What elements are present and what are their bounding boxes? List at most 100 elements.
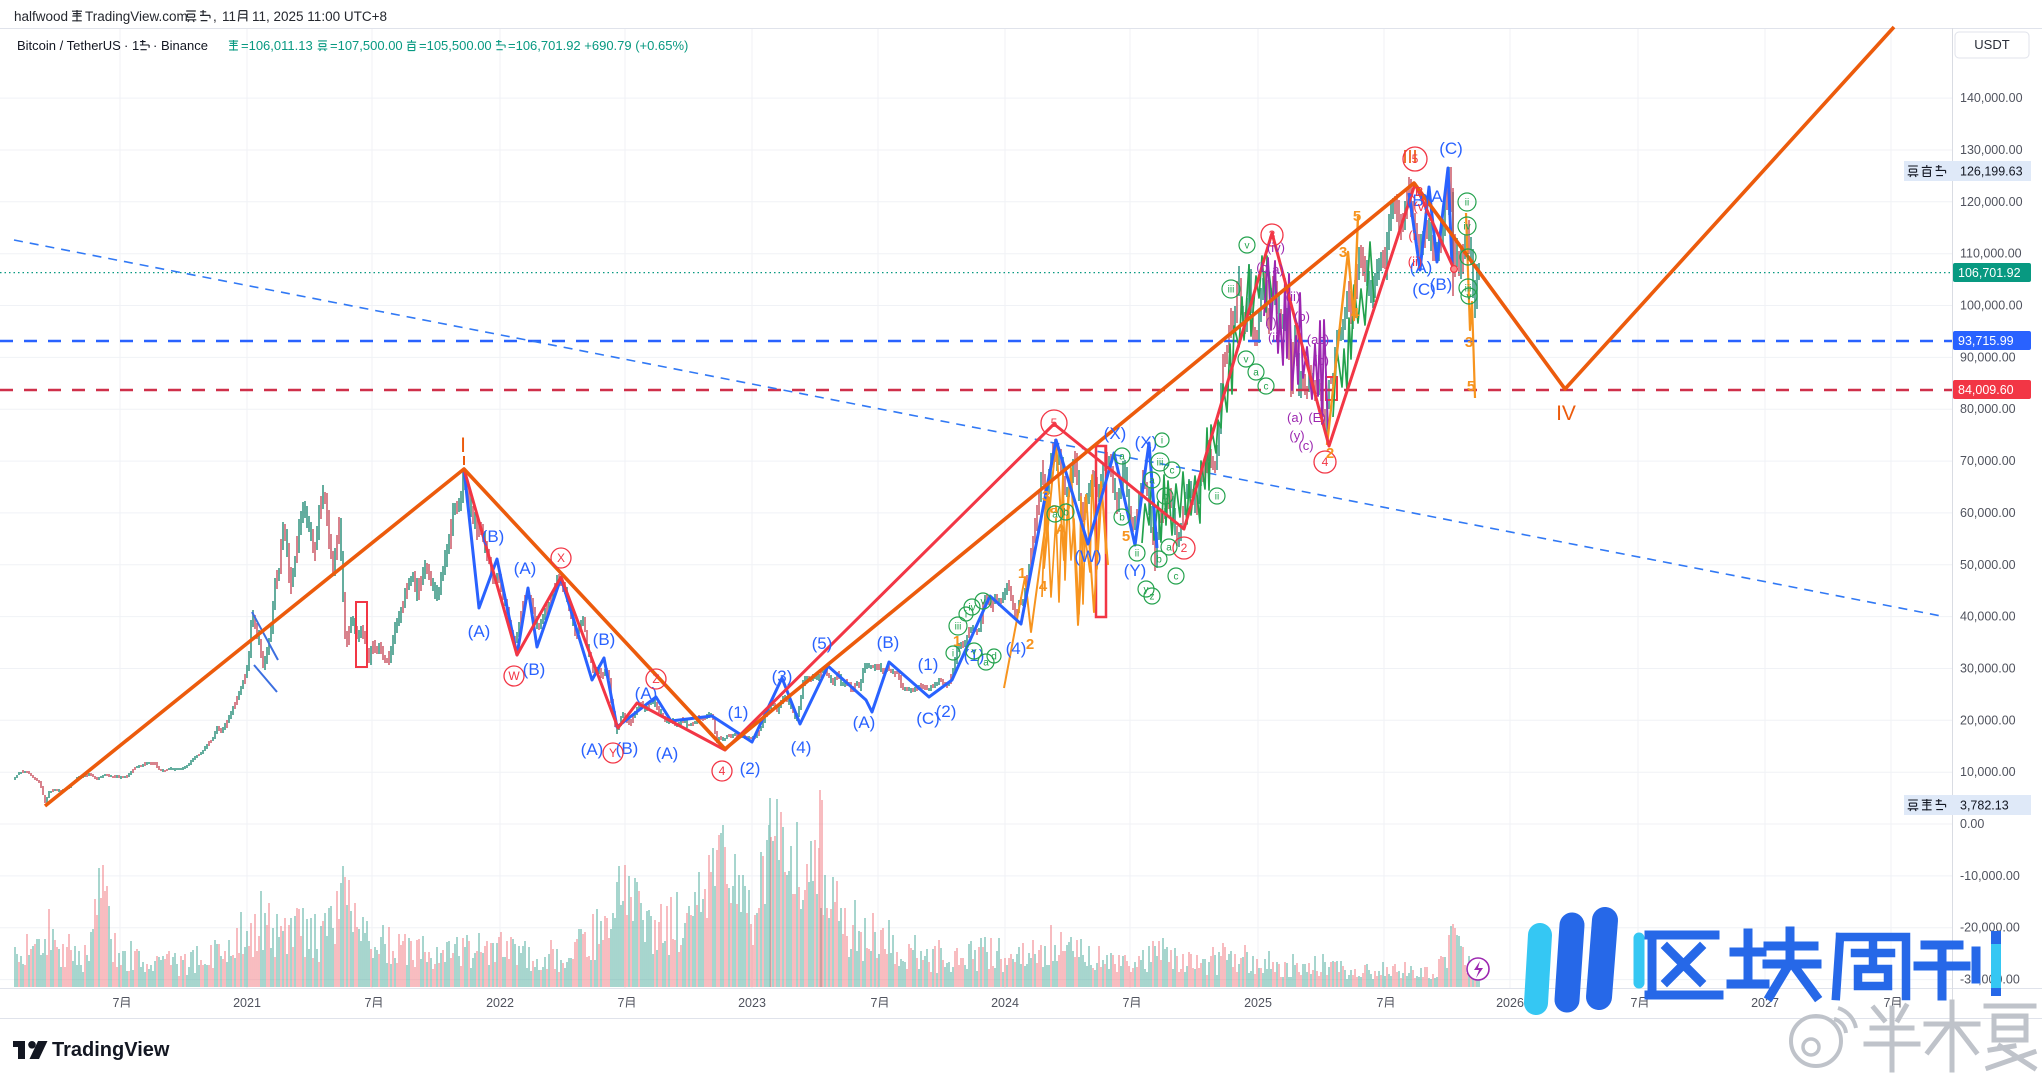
svg-text:2023: 2023: [738, 996, 766, 1010]
svg-text:0.00: 0.00: [1960, 817, 1984, 831]
svg-text:7: 7: [1377, 996, 1384, 1010]
svg-text:i: i: [1161, 436, 1163, 447]
svg-text:1: 1: [953, 633, 961, 650]
svg-text:(b): (b): [1294, 309, 1310, 324]
svg-text:4: 4: [1039, 578, 1048, 595]
svg-text:v: v: [1245, 241, 1250, 252]
svg-text:(y): (y): [1289, 428, 1304, 443]
svg-text:(ac): (ac): [1307, 332, 1329, 347]
svg-text:ii: ii: [1465, 198, 1469, 209]
svg-text:4: 4: [1351, 305, 1360, 322]
svg-text:84,009.60: 84,009.60: [1958, 383, 2014, 397]
svg-text:7: 7: [1884, 996, 1891, 1010]
svg-text:2026: 2026: [1496, 996, 1524, 1010]
svg-text:a: a: [1166, 543, 1172, 554]
svg-text:iii: iii: [1465, 284, 1472, 295]
svg-text:50,000.00: 50,000.00: [1960, 558, 2016, 572]
svg-text:(B: (B: [1411, 184, 1424, 199]
svg-text:(a): (a): [1287, 410, 1303, 425]
svg-text:b: b: [1156, 555, 1162, 566]
svg-text:(E): (E): [1308, 410, 1325, 425]
svg-text:(1): (1): [964, 646, 985, 665]
svg-text:120,000.00: 120,000.00: [1960, 195, 2023, 209]
svg-text:11, 2025 11:00 UTC+8: 11, 2025 11:00 UTC+8: [252, 9, 387, 24]
svg-text:80,000.00: 80,000.00: [1960, 402, 2016, 416]
svg-text:40,000.00: 40,000.00: [1960, 610, 2016, 624]
svg-text:7: 7: [871, 996, 878, 1010]
svg-text:Z: Z: [652, 672, 659, 686]
svg-text:5: 5: [1122, 528, 1130, 545]
svg-text:(B): (B): [482, 527, 505, 546]
svg-text:i: i: [965, 610, 967, 621]
svg-text:-10,000.00: -10,000.00: [1960, 869, 2020, 883]
svg-text:(X): (X): [1104, 424, 1127, 443]
svg-text:a: a: [1253, 368, 1259, 379]
svg-text:(b: (b: [1256, 260, 1268, 275]
svg-text:(4): (4): [791, 738, 812, 757]
svg-text:(C): (C): [1439, 139, 1463, 158]
svg-text:(3): (3): [772, 667, 793, 686]
svg-text:10,000.00: 10,000.00: [1960, 765, 2016, 779]
svg-text:d: d: [991, 652, 997, 663]
svg-text:-20,000.00: -20,000.00: [1960, 921, 2020, 935]
svg-text:(B): (B): [1407, 191, 1430, 210]
svg-text:7: 7: [1631, 996, 1638, 1010]
svg-text:v: v: [1467, 292, 1472, 303]
svg-text:i: i: [952, 649, 954, 660]
svg-text:(B): (B): [877, 633, 900, 652]
svg-text:=107,500.00: =107,500.00: [330, 38, 403, 53]
svg-text:(i: (i: [1408, 228, 1415, 243]
svg-text:y: y: [1144, 585, 1149, 596]
svg-text:30,000.00: 30,000.00: [1960, 662, 2016, 676]
svg-text:z: z: [1150, 592, 1155, 603]
svg-text:5: 5: [1412, 152, 1419, 166]
svg-text:v: v: [981, 597, 986, 608]
svg-text:W: W: [508, 669, 520, 683]
svg-text:(c): (c): [1298, 438, 1313, 453]
svg-text:5: 5: [1467, 378, 1475, 395]
svg-text:2: 2: [1026, 636, 1034, 653]
svg-text:11: 11: [222, 9, 236, 24]
svg-text:-30,000.00: -30,000.00: [1960, 973, 2020, 987]
svg-text:(ii): (ii): [1286, 289, 1300, 304]
svg-text:v: v: [972, 647, 977, 658]
svg-text:,: ,: [213, 9, 217, 24]
svg-text:b: b: [1061, 498, 1070, 515]
svg-text:(B): (B): [1430, 275, 1453, 294]
svg-text:a: a: [1149, 476, 1155, 487]
svg-text:(2): (2): [936, 702, 957, 721]
svg-text:iii: iii: [955, 622, 962, 633]
svg-text:3: 3: [1042, 488, 1050, 505]
svg-text:(A): (A): [1410, 258, 1433, 277]
svg-text:a: a: [983, 658, 989, 669]
svg-text:i: i: [1467, 253, 1469, 264]
svg-text:(A): (A): [635, 684, 658, 703]
svg-text:(2): (2): [740, 759, 761, 778]
svg-text:(A): (A): [581, 740, 604, 759]
svg-text:5: 5: [1051, 416, 1058, 430]
svg-text:A: A: [1431, 187, 1443, 206]
svg-text:2025: 2025: [1244, 996, 1272, 1010]
svg-text:5: 5: [1353, 208, 1361, 225]
svg-text:=105,500.00: =105,500.00: [419, 38, 492, 53]
svg-text:1: 1: [1018, 565, 1026, 582]
svg-text:2024: 2024: [991, 996, 1019, 1010]
svg-text:a: a: [1052, 510, 1058, 521]
svg-text:2021: 2021: [233, 996, 261, 1010]
svg-text:(A): (A): [514, 559, 537, 578]
svg-text:3: 3: [1339, 244, 1347, 261]
svg-text:(X): (X): [1135, 433, 1158, 452]
svg-text:(1): (1): [918, 655, 939, 674]
svg-text:(Y): (Y): [1124, 561, 1147, 580]
svg-text:· Binance: · Binance: [153, 38, 208, 53]
svg-text:iii: iii: [1228, 285, 1235, 296]
svg-text:b: b: [1119, 513, 1125, 524]
svg-text:=106,011.13: =106,011.13: [241, 38, 313, 53]
svg-text:20,000.00: 20,000.00: [1960, 713, 2016, 727]
svg-text:2: 2: [1181, 541, 1188, 555]
svg-text:USDT: USDT: [1974, 37, 2009, 52]
svg-text:X: X: [557, 551, 565, 565]
svg-text:4: 4: [719, 764, 726, 778]
svg-text:3: 3: [1269, 228, 1276, 242]
svg-text:iv: iv: [968, 603, 975, 614]
